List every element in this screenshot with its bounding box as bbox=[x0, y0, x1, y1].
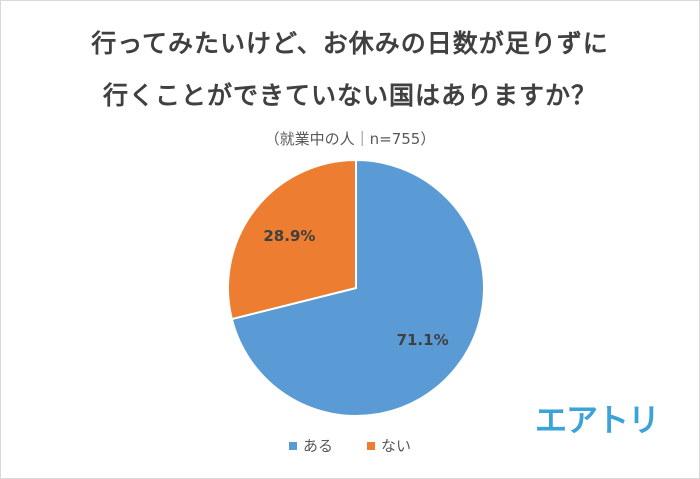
legend-item-aru: ある bbox=[288, 435, 333, 456]
pie-slice-nai bbox=[227, 158, 357, 321]
legend-swatch-aru bbox=[288, 441, 297, 450]
airtrip-logo: エアトリ bbox=[535, 401, 660, 439]
legend-label-aru: ある bbox=[302, 437, 333, 455]
chart-title-line2: 行くことができていない国はありますか？ bbox=[102, 81, 597, 110]
legend-item-nai: ない bbox=[367, 435, 411, 456]
chart-subtitle: （就業中の人｜n=755） bbox=[264, 130, 436, 148]
data-label-nai: 28.9% bbox=[263, 227, 315, 245]
data-label-aru: 71.1% bbox=[397, 331, 449, 349]
legend: ある ない bbox=[0, 435, 700, 456]
legend-label-nai: ない bbox=[381, 437, 412, 455]
chart-title-line1: 行ってみたいけど、お休みの日数が足りずに bbox=[91, 29, 609, 58]
pie-slice-aru bbox=[230, 158, 485, 417]
legend-swatch-nai bbox=[367, 441, 375, 450]
